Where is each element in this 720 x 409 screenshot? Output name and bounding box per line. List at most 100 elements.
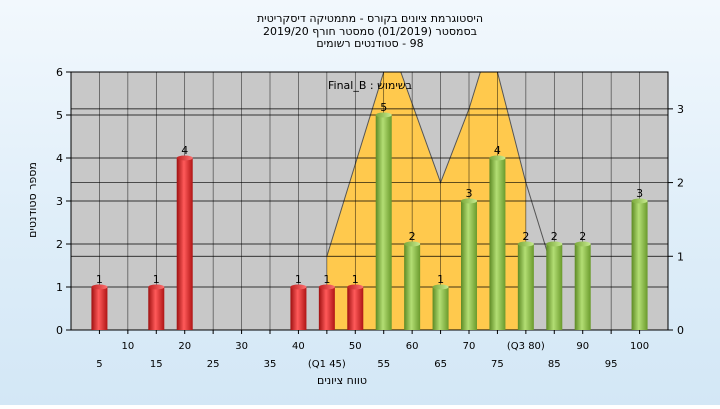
- bar-top: [631, 198, 648, 204]
- bar-value-label: 3: [466, 187, 473, 200]
- bar-value-label: 1: [323, 273, 330, 286]
- x-tick-label: 60: [406, 341, 419, 352]
- bar-body: [574, 244, 591, 330]
- bar-value-label: 2: [551, 230, 558, 243]
- y-tick-label: 0: [56, 324, 63, 337]
- bar-body: [432, 287, 449, 330]
- y-tick-label: 5: [56, 109, 63, 122]
- x-axis-title: טווח ציונים: [317, 374, 367, 387]
- y-tick-label: 6: [56, 66, 63, 79]
- bar-body: [148, 287, 165, 330]
- x-tick-label: 15: [150, 359, 163, 370]
- bar: [176, 155, 193, 330]
- bar: [404, 241, 421, 330]
- y-tick-label: 4: [56, 152, 63, 165]
- bar: [347, 284, 364, 330]
- bar-body: [91, 287, 108, 330]
- x-tick-label: 40: [292, 341, 305, 352]
- bar-value-label: 2: [522, 230, 529, 243]
- x-tick-label: 50: [349, 341, 362, 352]
- x-tick-label: 70: [463, 341, 476, 352]
- bar-top: [91, 284, 108, 290]
- chart-title-line-3: 98 - סטודנטים רשומים: [316, 37, 423, 50]
- bar: [318, 284, 335, 330]
- bar-body: [631, 201, 648, 330]
- bar-top: [347, 284, 364, 290]
- x-tick-label: 55: [377, 359, 390, 370]
- bar: [631, 198, 648, 330]
- data-labels: 1 1 4 1 1 1 5 2 1 3 4 2 2 2 3: [96, 101, 643, 286]
- bar: [574, 241, 591, 330]
- chart-title: היסטוגרמת ציונים בקורס - מתמטיקה דיסקריט…: [257, 12, 483, 50]
- bar: [489, 155, 506, 330]
- bar-top: [375, 112, 392, 118]
- y2-tick-label: 3: [677, 103, 684, 116]
- bar-top: [176, 155, 193, 161]
- x-tick-label: 85: [548, 359, 561, 370]
- x-tick-label: 35: [264, 359, 277, 370]
- bar-value-label: 5: [380, 101, 387, 114]
- bar-body: [489, 158, 506, 330]
- annotation-label: בשימוש : Final_B: [328, 79, 412, 92]
- bar-body: [318, 287, 335, 330]
- bar-body: [375, 115, 392, 330]
- bar-top: [517, 241, 534, 247]
- y2-tick-label: 2: [677, 177, 684, 190]
- bar: [461, 198, 477, 330]
- x-tick-label: 100: [630, 341, 649, 352]
- y-tick-label: 2: [56, 238, 63, 251]
- bar-top: [404, 241, 421, 247]
- chart-title-line-1: היסטוגרמת ציונים בקורס - מתמטיקה דיסקריט…: [257, 12, 483, 25]
- bar-value-label: 1: [153, 273, 160, 286]
- bar-value-label: 4: [181, 144, 188, 157]
- bar-body: [461, 201, 477, 330]
- bar-value-label: 1: [437, 273, 444, 286]
- bar: [375, 112, 392, 330]
- x-tick-label: (Q3 80): [507, 341, 545, 352]
- bar-top: [546, 241, 563, 247]
- bar-top: [574, 241, 591, 247]
- x-tick-label: (Q1 45): [308, 359, 346, 370]
- bar: [148, 284, 165, 330]
- bar-top: [432, 284, 449, 290]
- bars: [91, 112, 648, 330]
- x-tick-label: 65: [434, 359, 447, 370]
- x-tick-label: 75: [491, 359, 504, 370]
- x-tick-label: 30: [235, 341, 248, 352]
- x-tick-label: 25: [207, 359, 220, 370]
- bar: [91, 284, 108, 330]
- x-tick-label: 20: [178, 341, 191, 352]
- bar: [517, 241, 534, 330]
- bar-top: [461, 198, 477, 204]
- chart-title-line-2: בסמסטר (01/2019) סמסטר חורף 2019/20: [263, 25, 477, 38]
- bar: [432, 284, 449, 330]
- y-tick-label: 1: [56, 281, 63, 294]
- bar-value-label: 2: [409, 230, 416, 243]
- bar-body: [546, 244, 563, 330]
- bar-body: [404, 244, 421, 330]
- bar-top: [489, 155, 506, 161]
- bar-top: [290, 284, 307, 290]
- bar: [546, 241, 563, 330]
- bar-top: [318, 284, 335, 290]
- bar-value-label: 1: [96, 273, 103, 286]
- bar-value-label: 1: [352, 273, 359, 286]
- bar-body: [347, 287, 364, 330]
- x-tick-label: 10: [121, 341, 134, 352]
- y2-tick-label: 1: [677, 250, 684, 263]
- bar-body: [176, 158, 193, 330]
- x-tick-label: 5: [96, 359, 102, 370]
- bar-top: [148, 284, 165, 290]
- bar-value-label: 1: [295, 273, 302, 286]
- y-axis-title: מספר סטודנטים: [26, 162, 39, 238]
- bar-body: [290, 287, 307, 330]
- x-tick-label: 90: [576, 341, 589, 352]
- bar-body: [517, 244, 534, 330]
- bar: [290, 284, 307, 330]
- x-tick-label: 95: [605, 359, 618, 370]
- bar-value-label: 4: [494, 144, 501, 157]
- y-tick-label: 3: [56, 195, 63, 208]
